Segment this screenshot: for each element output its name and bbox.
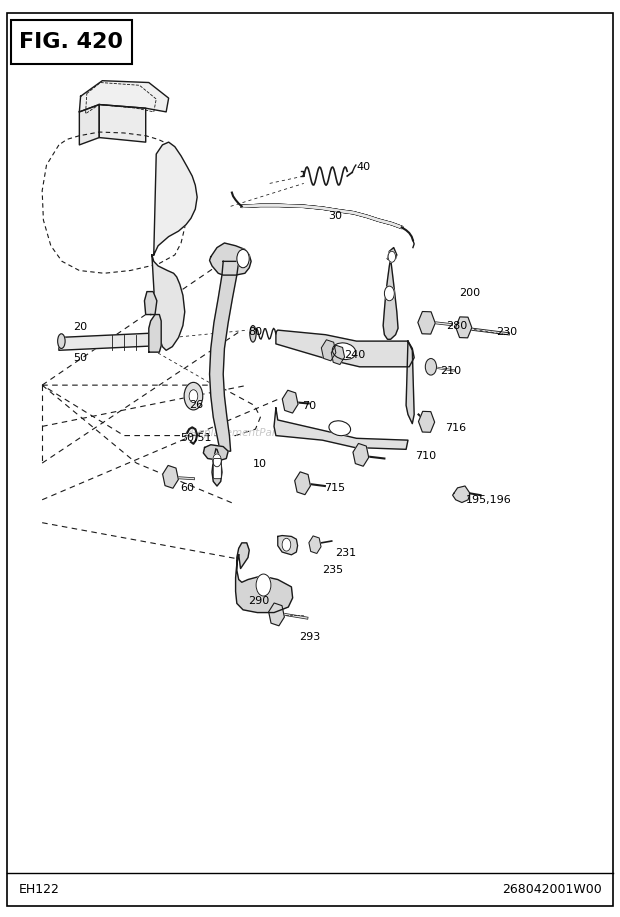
Polygon shape xyxy=(99,105,146,142)
Text: 26: 26 xyxy=(189,401,203,410)
Polygon shape xyxy=(274,408,408,449)
Polygon shape xyxy=(453,486,470,503)
Polygon shape xyxy=(210,261,239,451)
Ellipse shape xyxy=(332,343,356,359)
Polygon shape xyxy=(149,315,161,352)
Text: 20: 20 xyxy=(73,323,87,332)
FancyBboxPatch shape xyxy=(11,20,132,64)
Polygon shape xyxy=(203,445,228,460)
Ellipse shape xyxy=(250,326,256,342)
Text: EH122: EH122 xyxy=(19,883,60,896)
Ellipse shape xyxy=(58,334,65,348)
Circle shape xyxy=(213,454,221,467)
Text: 50,51: 50,51 xyxy=(180,434,211,443)
Circle shape xyxy=(237,249,249,268)
Text: 268042001W00: 268042001W00 xyxy=(502,883,601,896)
Ellipse shape xyxy=(329,421,350,436)
Text: 200: 200 xyxy=(459,289,480,298)
Text: 230: 230 xyxy=(496,327,517,337)
Text: 50: 50 xyxy=(73,353,87,362)
Circle shape xyxy=(256,574,271,596)
Polygon shape xyxy=(79,81,169,112)
Text: 70: 70 xyxy=(303,402,317,411)
Text: 715: 715 xyxy=(324,483,345,492)
Text: 235: 235 xyxy=(322,566,343,575)
Polygon shape xyxy=(388,248,397,261)
Text: 210: 210 xyxy=(440,367,461,376)
Text: 280: 280 xyxy=(446,321,467,330)
Text: 716: 716 xyxy=(445,424,466,433)
Polygon shape xyxy=(154,142,197,255)
Text: 80: 80 xyxy=(248,327,262,337)
Text: 290: 290 xyxy=(248,596,269,605)
Text: FIG. 420: FIG. 420 xyxy=(19,32,123,52)
Text: 231: 231 xyxy=(335,548,356,558)
Text: 710: 710 xyxy=(415,451,436,460)
Polygon shape xyxy=(152,255,185,350)
Circle shape xyxy=(282,538,291,551)
Text: 60: 60 xyxy=(180,483,194,492)
Text: 30: 30 xyxy=(329,212,343,221)
Circle shape xyxy=(425,359,436,375)
Polygon shape xyxy=(278,536,298,555)
Polygon shape xyxy=(210,243,251,275)
Polygon shape xyxy=(79,105,99,145)
Circle shape xyxy=(184,382,203,410)
Circle shape xyxy=(384,286,394,301)
Text: 40: 40 xyxy=(356,162,371,171)
FancyBboxPatch shape xyxy=(213,458,221,479)
Text: eReplacementParts.com: eReplacementParts.com xyxy=(184,428,312,437)
Text: 240: 240 xyxy=(344,350,365,359)
Polygon shape xyxy=(406,341,414,424)
Polygon shape xyxy=(212,449,222,486)
Polygon shape xyxy=(276,330,414,367)
Text: 293: 293 xyxy=(299,633,320,642)
Text: 10: 10 xyxy=(253,459,267,469)
Circle shape xyxy=(189,390,198,403)
Circle shape xyxy=(388,251,396,262)
Polygon shape xyxy=(144,292,157,315)
Polygon shape xyxy=(383,259,398,339)
Polygon shape xyxy=(59,333,158,350)
Polygon shape xyxy=(236,543,293,613)
Text: 195,196: 195,196 xyxy=(466,495,512,504)
